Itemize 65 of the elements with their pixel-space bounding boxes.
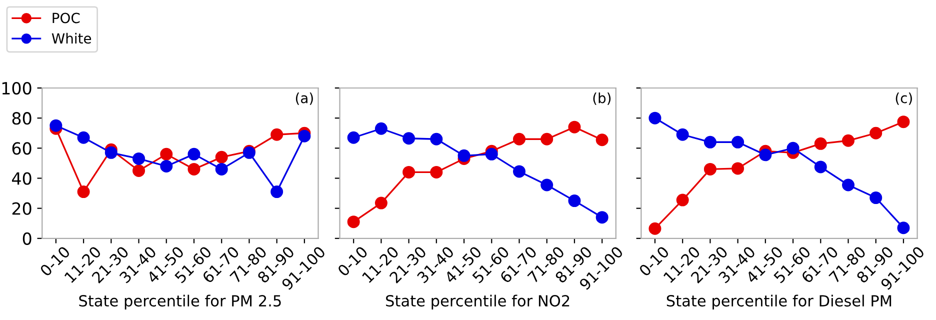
point bbox=[374, 122, 388, 135]
point bbox=[270, 186, 284, 198]
point bbox=[540, 178, 554, 192]
point bbox=[870, 192, 882, 204]
point bbox=[512, 132, 526, 146]
point bbox=[50, 119, 62, 132]
point bbox=[648, 112, 662, 124]
point bbox=[104, 146, 118, 159]
point bbox=[215, 162, 228, 176]
point bbox=[347, 131, 360, 144]
point bbox=[188, 162, 200, 176]
point bbox=[215, 150, 228, 164]
y-tick-label: 60 bbox=[12, 142, 32, 155]
point bbox=[568, 120, 581, 134]
point bbox=[676, 194, 689, 206]
annotation: (b) bbox=[593, 92, 611, 105]
point bbox=[270, 128, 284, 141]
point bbox=[77, 186, 90, 198]
point bbox=[132, 164, 146, 177]
point bbox=[732, 136, 744, 148]
y-tick-label: 40 bbox=[12, 172, 32, 185]
point bbox=[648, 222, 662, 235]
legend-label: POC bbox=[52, 12, 80, 24]
point bbox=[759, 148, 772, 162]
point bbox=[568, 194, 581, 208]
point bbox=[430, 166, 443, 178]
x-axis-title: State percentile for NO2 bbox=[386, 294, 570, 310]
annotation: (c) bbox=[896, 92, 912, 105]
point bbox=[704, 136, 716, 148]
y-tick-label: 20 bbox=[12, 202, 32, 215]
y-tick-label: 0 bbox=[22, 232, 32, 245]
x-axis-title: State percentile for Diesel PM bbox=[666, 294, 892, 310]
point bbox=[402, 166, 416, 178]
point bbox=[402, 132, 416, 145]
point bbox=[188, 148, 200, 160]
point bbox=[732, 162, 744, 175]
point bbox=[77, 131, 90, 144]
point bbox=[374, 196, 388, 210]
point bbox=[897, 222, 910, 234]
point bbox=[160, 160, 173, 172]
y-tick-label: 80 bbox=[12, 112, 32, 125]
legend-label: White bbox=[52, 32, 92, 44]
point bbox=[842, 134, 854, 147]
point bbox=[814, 137, 827, 150]
point bbox=[870, 126, 882, 140]
point bbox=[897, 116, 910, 128]
x-axis-title: State percentile for PM 2.5 bbox=[79, 294, 281, 310]
point bbox=[430, 132, 443, 146]
point bbox=[512, 165, 526, 178]
annotation: (a) bbox=[296, 92, 313, 105]
point bbox=[298, 130, 311, 142]
y-tick-label: 100 bbox=[2, 82, 32, 95]
point bbox=[596, 134, 608, 146]
point bbox=[676, 128, 689, 141]
point bbox=[540, 132, 554, 146]
point bbox=[786, 142, 800, 154]
point bbox=[596, 211, 608, 224]
point bbox=[132, 152, 146, 165]
point bbox=[458, 149, 470, 162]
point bbox=[485, 148, 498, 160]
point bbox=[704, 162, 716, 176]
point bbox=[160, 148, 173, 160]
point bbox=[842, 178, 854, 192]
point bbox=[814, 160, 827, 174]
point bbox=[347, 216, 360, 228]
